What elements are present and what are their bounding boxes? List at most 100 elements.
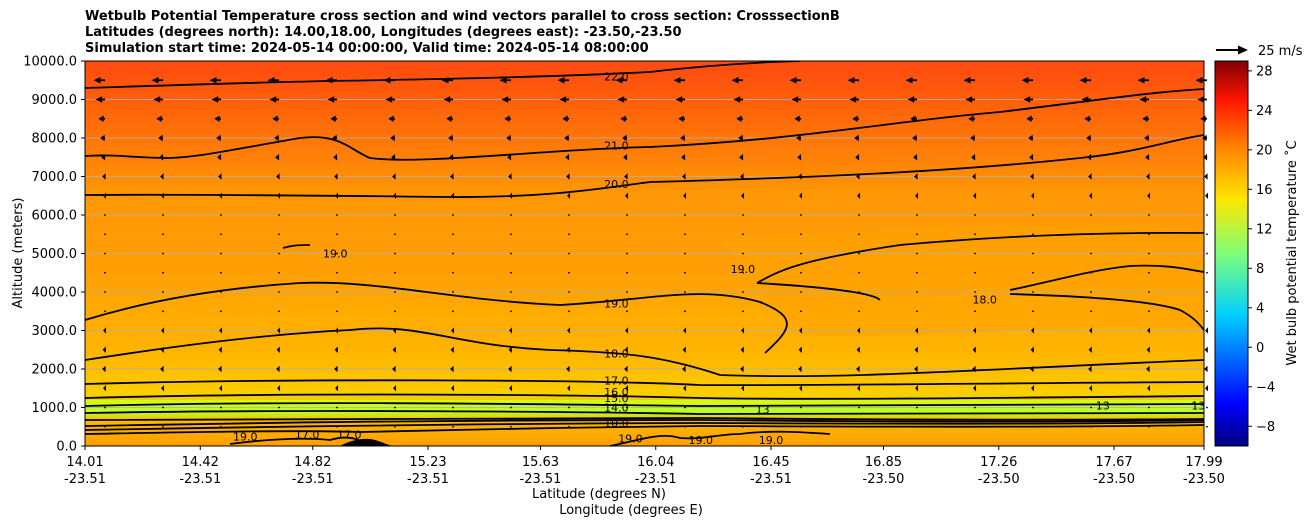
wind-vector — [1144, 134, 1149, 142]
wind-vector — [1147, 385, 1151, 392]
colorbar-tick-label: −8 — [1256, 420, 1275, 435]
wind-vector-head — [617, 96, 625, 103]
wind-vector — [220, 406, 222, 409]
wind-vector-dot — [1206, 271, 1208, 274]
wind-vector — [797, 154, 802, 161]
wind-vector — [1090, 252, 1092, 255]
wind-vector-head — [1030, 173, 1034, 180]
contour-line-18-pocket — [756, 282, 881, 301]
wind-vector — [510, 310, 512, 313]
wind-vector-dot — [800, 291, 802, 293]
wind-vector-dot — [626, 271, 628, 274]
wind-vector — [1031, 385, 1035, 392]
wind-vector-head — [1028, 134, 1033, 142]
wind-vector — [450, 346, 454, 353]
wind-vector — [912, 134, 917, 142]
wind-vector — [333, 154, 338, 161]
wind-vector-head — [391, 154, 396, 161]
wind-vector — [278, 252, 280, 255]
wind-vector — [914, 365, 918, 373]
wind-vector-dot — [278, 214, 280, 216]
quiver-key: 25 m/s — [1216, 44, 1303, 59]
wind-vector-dot — [394, 233, 396, 236]
wind-vector-dot — [278, 252, 280, 255]
wind-vector-head — [565, 154, 570, 161]
wind-vector-head — [564, 134, 569, 142]
wind-vector-head — [383, 77, 391, 84]
wind-vector-head — [211, 96, 219, 103]
wind-vector — [565, 154, 570, 161]
wind-vector — [1032, 310, 1034, 313]
wind-vector — [391, 154, 396, 161]
wind-vector-head — [276, 365, 280, 373]
wind-vector-head — [161, 192, 165, 199]
wind-vector — [742, 233, 744, 236]
wind-vector-dot — [742, 291, 744, 293]
wind-vector — [104, 252, 106, 255]
contour-label: 17.0 — [604, 375, 629, 388]
x-tick-label-lon: -23.50 — [978, 472, 1020, 487]
wind-vector-dot — [1148, 252, 1150, 255]
wind-vector — [269, 96, 279, 103]
wind-vector-head — [388, 115, 394, 122]
wind-vector — [847, 77, 859, 84]
wind-vector — [394, 310, 396, 313]
wind-vector — [275, 154, 280, 161]
wind-vector — [916, 291, 918, 293]
wind-vector-dot — [858, 425, 860, 428]
wind-vector — [509, 192, 513, 199]
wind-vector — [218, 365, 222, 373]
wind-vector — [451, 327, 455, 334]
wind-vector — [277, 327, 281, 334]
wind-vector — [858, 233, 860, 236]
wind-vector-head — [625, 327, 629, 334]
wind-vector — [617, 96, 627, 103]
wind-vector-dot — [916, 291, 918, 293]
y-tick-label: 2000.0 — [32, 363, 78, 378]
wind-vector-dot — [1032, 291, 1034, 293]
wind-vector-head — [216, 134, 221, 142]
wind-vector — [625, 327, 629, 334]
wind-vector — [684, 291, 686, 293]
wind-vector — [973, 192, 977, 199]
wind-vector-head — [1205, 327, 1209, 334]
x-tick-label-lat: 14.42 — [182, 455, 219, 470]
contour-line-20-upper — [649, 134, 1204, 183]
wind-vector — [272, 115, 279, 122]
wind-vector-head — [680, 134, 685, 142]
wind-vector-head — [219, 327, 223, 334]
wind-vector-head — [269, 96, 277, 103]
wind-vector-head — [450, 173, 454, 180]
wind-vector-dot — [800, 425, 802, 428]
wind-vector-dot — [568, 252, 570, 255]
wind-vector-head — [625, 385, 629, 392]
wind-vector-head — [559, 96, 567, 103]
wind-vector-dot — [1032, 271, 1034, 274]
colorbar-tick-label: 4 — [1256, 301, 1264, 316]
contour-line-18-right-low — [1009, 293, 1204, 331]
wind-vector-dot — [974, 252, 976, 255]
wind-vector — [385, 96, 395, 103]
wind-vector-dot — [162, 310, 164, 313]
wind-vector-head — [740, 365, 744, 373]
wind-vector — [568, 291, 570, 293]
wind-vector — [509, 385, 513, 392]
wind-vector-dot — [510, 214, 512, 216]
wind-vector-head — [1205, 192, 1209, 199]
wind-vector-head — [682, 346, 686, 353]
wind-vector — [334, 365, 338, 373]
wind-vector-head — [159, 154, 164, 161]
wind-vector-head — [1026, 115, 1032, 122]
wind-vector — [680, 134, 685, 142]
wind-vector — [624, 173, 628, 180]
wind-vector — [104, 406, 106, 409]
wind-vector-dot — [336, 271, 338, 274]
wind-vector-head — [508, 365, 512, 373]
wind-vector-dot — [104, 310, 106, 313]
wind-vector-head — [915, 385, 919, 392]
wind-vector — [1206, 214, 1208, 216]
contour-line-10 — [85, 424, 1204, 435]
wind-vector-dot — [1148, 214, 1150, 216]
wind-vector — [1032, 271, 1034, 274]
wind-vector-head — [275, 154, 280, 161]
